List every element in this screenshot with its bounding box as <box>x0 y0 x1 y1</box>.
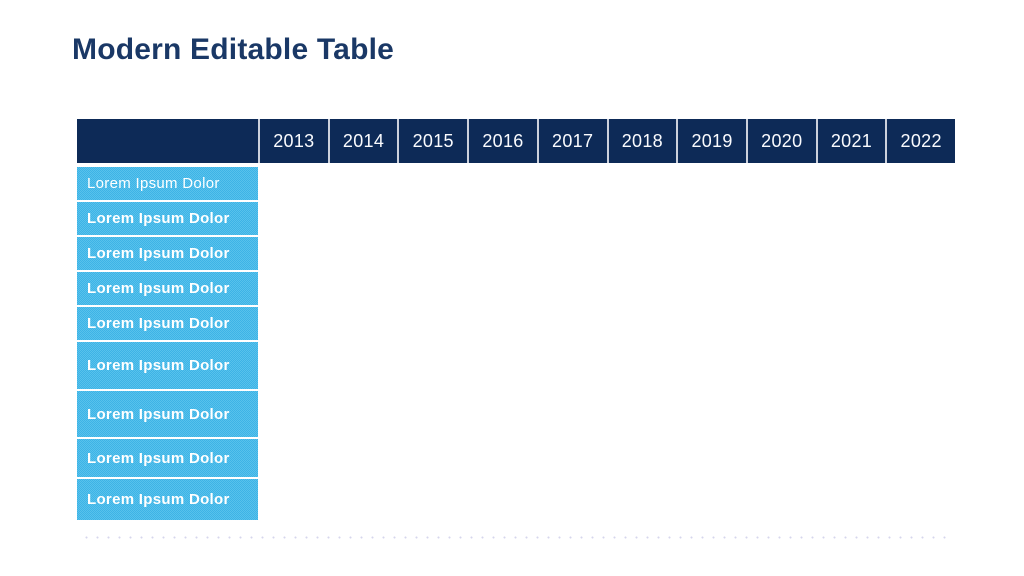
year-header-cell[interactable]: 2016 <box>467 119 537 163</box>
row-label-cell[interactable]: Lorem Ipsum Dolor <box>77 202 258 235</box>
year-header-cell[interactable]: 2018 <box>606 119 677 163</box>
year-header-cell[interactable]: 2013 <box>258 119 328 163</box>
row-label-cell[interactable]: Lorem Ipsum Dolor <box>77 272 258 305</box>
year-header-cell[interactable]: 2015 <box>397 119 467 163</box>
table-corner-cell[interactable] <box>77 119 258 163</box>
year-header-cell[interactable]: 2020 <box>745 119 816 163</box>
year-header-cell[interactable]: 2014 <box>327 119 398 163</box>
year-header-cell[interactable]: 2022 <box>885 119 955 163</box>
table-header-row: 2013 2014 2015 2016 2017 2018 2019 2020 … <box>77 119 955 163</box>
row-label-cell[interactable]: Lorem Ipsum Dolor <box>77 307 258 340</box>
row-label-column: Lorem Ipsum Dolor Lorem Ipsum Dolor Lore… <box>77 167 258 520</box>
row-label-cell[interactable]: Lorem Ipsum Dolor <box>77 479 258 520</box>
row-label-cell[interactable]: Lorem Ipsum Dolor <box>77 167 258 200</box>
year-header-cell[interactable]: 2017 <box>536 119 607 163</box>
year-header-cell[interactable]: 2021 <box>815 119 886 163</box>
year-header-cell[interactable]: 2019 <box>676 119 746 163</box>
bottom-dotted-line <box>85 536 953 539</box>
row-label-cell[interactable]: Lorem Ipsum Dolor <box>77 391 258 437</box>
row-label-cell[interactable]: Lorem Ipsum Dolor <box>77 439 258 477</box>
page-title: Modern Editable Table <box>72 33 395 66</box>
row-label-cell[interactable]: Lorem Ipsum Dolor <box>77 237 258 270</box>
row-label-cell[interactable]: Lorem Ipsum Dolor <box>77 342 258 389</box>
